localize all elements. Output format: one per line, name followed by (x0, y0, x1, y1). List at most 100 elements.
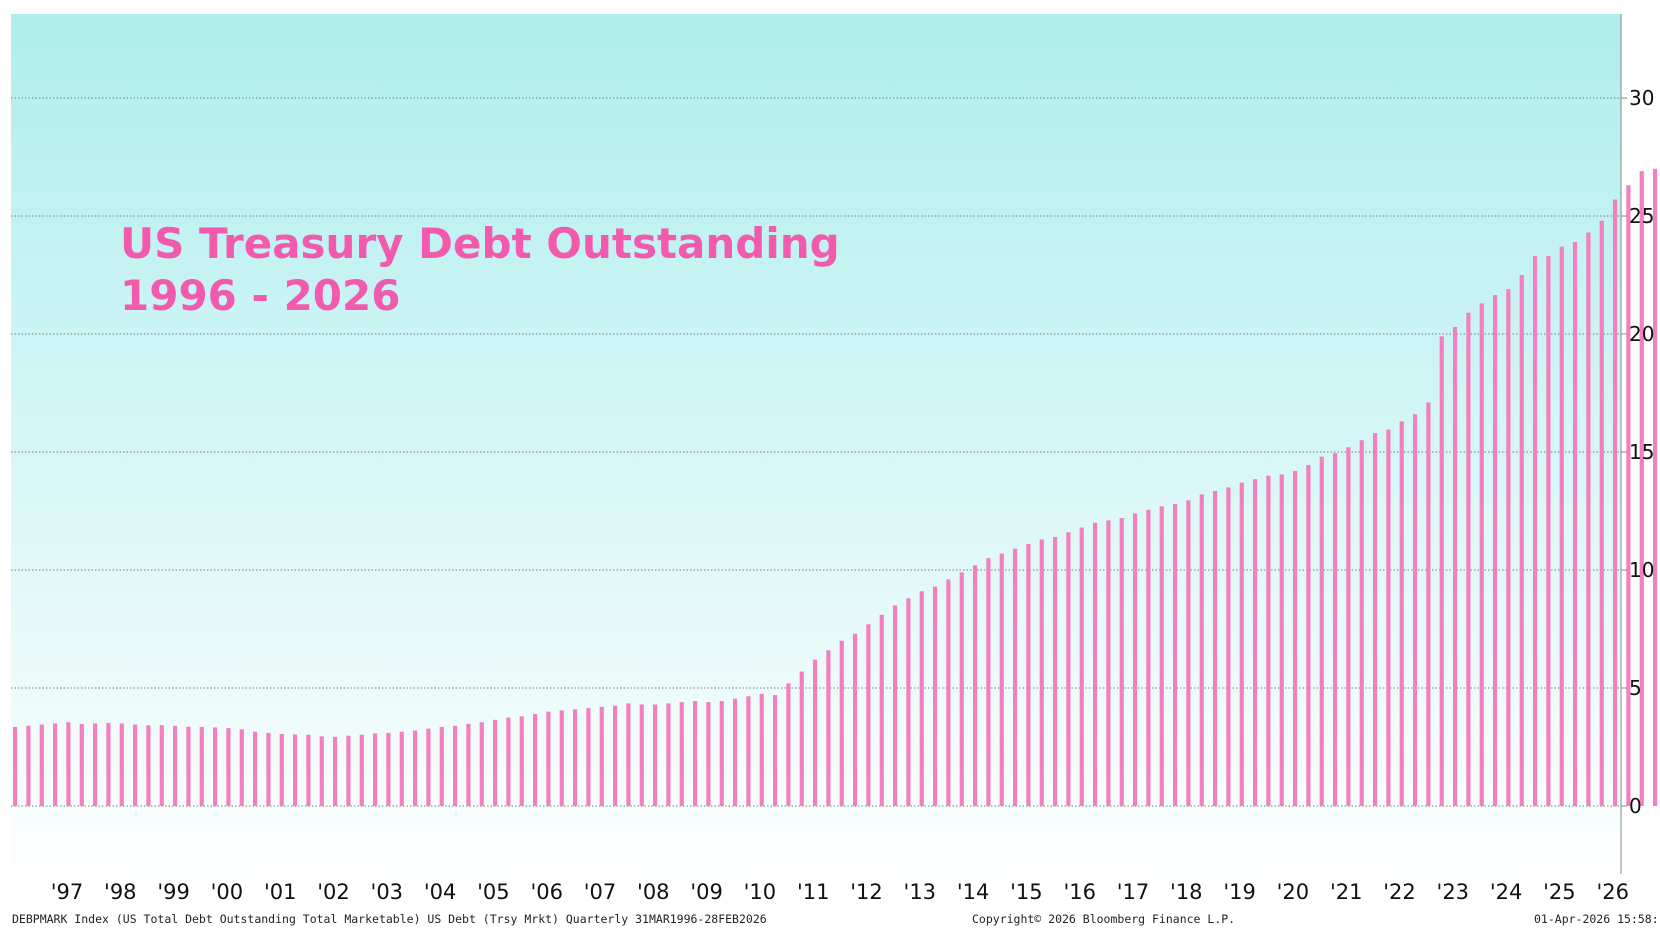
bar (1439, 336, 1444, 806)
x-tick-label: '12 (850, 880, 883, 904)
x-tick-label: '24 (1490, 880, 1523, 904)
bar (1212, 490, 1218, 806)
bar (1372, 433, 1378, 806)
x-tick-labels: '97 '98 '99 '00 '01 '02 '03 '04 '05 '06 '07 '08 '09 '… (51, 880, 1629, 904)
x-tick-label: '18 (1170, 880, 1203, 904)
bar (879, 614, 884, 806)
footer-timestamp: 01-Apr-2026 15:58:18 (1534, 912, 1660, 926)
y-tick-label: 10 (1629, 558, 1654, 582)
y-tick-label: 15 (1629, 440, 1654, 464)
bar (213, 727, 218, 806)
x-tick-label: '13 (904, 880, 937, 904)
bar (13, 726, 18, 806)
bar (999, 553, 1004, 806)
bar (986, 558, 991, 806)
bar (159, 725, 164, 806)
bar (1652, 168, 1658, 807)
bar (599, 706, 604, 806)
y-tick-label: 30 (1629, 86, 1654, 110)
x-tick-label: '20 (1277, 880, 1310, 904)
bar (572, 709, 578, 806)
bar (1492, 295, 1498, 806)
bar (252, 731, 258, 806)
bar (1226, 487, 1231, 806)
x-tick-label: '23 (1437, 880, 1470, 904)
bar (1159, 506, 1164, 806)
bar (826, 650, 831, 806)
bar (1306, 464, 1311, 806)
bar (319, 736, 324, 806)
bar (1252, 479, 1258, 806)
bar (173, 725, 178, 806)
bar (1132, 513, 1138, 806)
bar (399, 731, 404, 806)
y-tick-label: 5 (1629, 676, 1642, 700)
bar (892, 605, 898, 806)
bar (1172, 503, 1178, 806)
bar (852, 633, 858, 806)
x-tick-label: '15 (1010, 880, 1043, 904)
x-tick-label: '14 (957, 880, 990, 904)
bar (186, 726, 191, 806)
bars (13, 168, 1658, 807)
bar (786, 683, 791, 806)
x-tick-label: '26 (1596, 880, 1629, 904)
bar (1066, 532, 1071, 806)
bar (1426, 402, 1431, 806)
bar (332, 736, 338, 806)
chart-title-line-1: US Treasury Debt Outstanding (120, 219, 840, 268)
bar (1186, 500, 1191, 806)
bar (492, 719, 498, 806)
bar (1266, 475, 1271, 806)
y-tick-labels: 0 5 10 15 20 25 30 (1621, 86, 1654, 818)
bar (1279, 474, 1284, 806)
y-tick-label: 25 (1629, 204, 1654, 228)
bar (1319, 456, 1324, 806)
footer-copyright: Copyright© 2026 Bloomberg Finance L.P. (972, 912, 1236, 926)
bar (746, 696, 751, 806)
bar (839, 640, 844, 806)
bar (586, 708, 591, 806)
bar (1519, 275, 1524, 806)
x-tick-label: '11 (797, 880, 830, 904)
bar (639, 704, 644, 806)
bar (1346, 447, 1351, 806)
bar (1532, 256, 1538, 806)
bar (1546, 256, 1551, 806)
bar (239, 729, 244, 806)
bar (1466, 312, 1471, 806)
bar (146, 725, 151, 806)
bar (1412, 414, 1418, 806)
bar (1079, 527, 1084, 806)
x-tick-label: '22 (1383, 880, 1416, 904)
y-tick-label: 0 (1629, 794, 1642, 818)
x-tick-label: '04 (424, 880, 457, 904)
bar (226, 728, 231, 806)
bar (1146, 509, 1151, 806)
bar (39, 724, 44, 806)
x-tick-label: '25 (1543, 880, 1576, 904)
bar (706, 702, 711, 806)
bar (972, 565, 978, 806)
x-tick-label: '05 (477, 880, 510, 904)
bar (106, 722, 111, 806)
bar (946, 579, 951, 806)
bar (66, 722, 71, 806)
bar (799, 671, 804, 806)
bar (959, 572, 964, 806)
bar (359, 734, 364, 806)
bar (1612, 199, 1618, 807)
bar (79, 723, 84, 806)
bar (412, 730, 418, 806)
bar (1506, 289, 1511, 806)
bar (652, 704, 658, 806)
x-tick-label: '03 (371, 880, 404, 904)
bar (1626, 185, 1631, 806)
x-tick-label: '00 (211, 880, 244, 904)
bar (452, 725, 458, 806)
bar (266, 732, 271, 806)
bar (1599, 220, 1604, 807)
bar (1239, 482, 1244, 806)
bar (1052, 536, 1058, 806)
